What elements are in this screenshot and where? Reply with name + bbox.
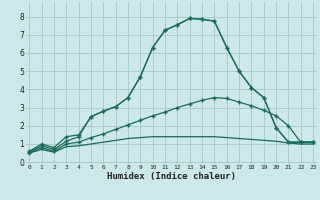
X-axis label: Humidex (Indice chaleur): Humidex (Indice chaleur) bbox=[107, 172, 236, 181]
